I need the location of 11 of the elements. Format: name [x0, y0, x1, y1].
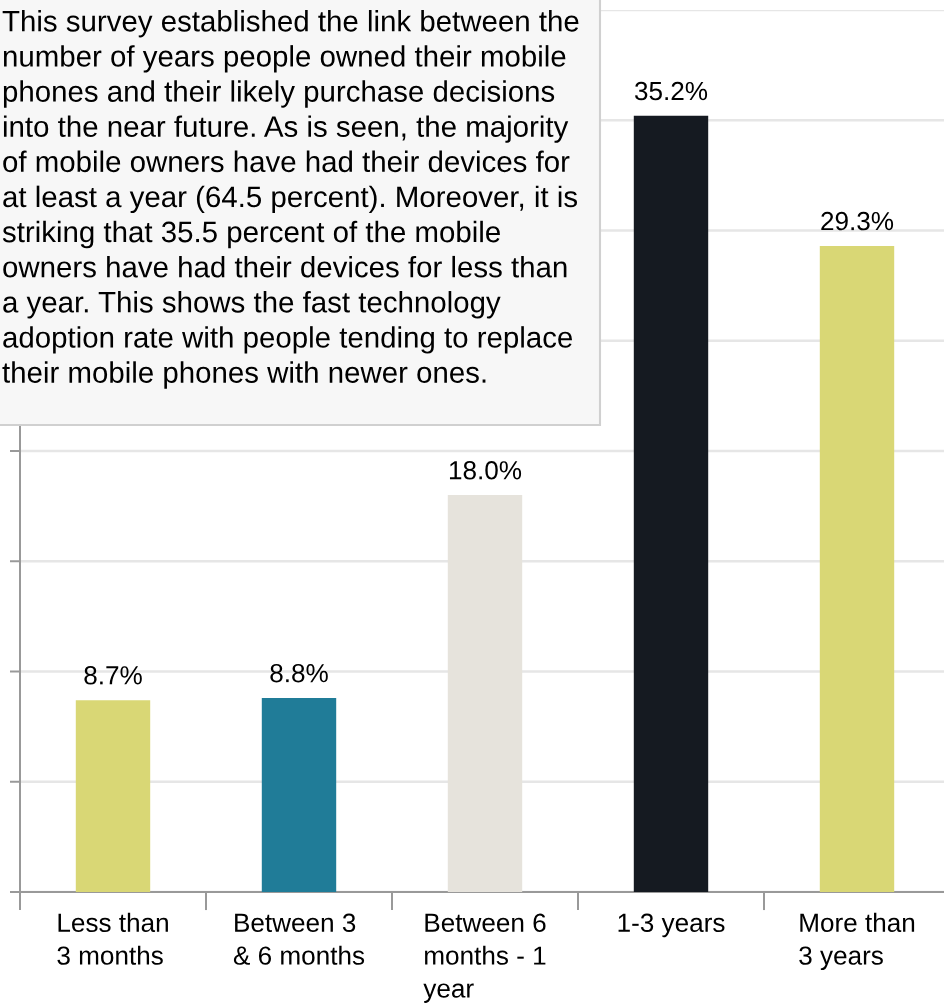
data-label: 18.0% [449, 461, 522, 480]
x-tick-label: Between 6 months - 1 year [423, 913, 546, 1003]
text: This survey established the link between the number of years people owned their mobile phones and their likely purchase decisions into the near future. As is seen, the majority of mobile owners have had their devices for at least a year (64.5 percent). Moreover, it is striking that 35.5 percent of the mobile owners have had their devices for less than a year. This shows the fast technology adoption rate with people tending to replace their mobile phones with newer ones. [2, 10, 579, 389]
data-label: 29.3% [821, 211, 894, 231]
data-label: 8.7% [84, 666, 142, 685]
x-tick-label: Less than 3 months [57, 912, 168, 965]
x-tick-label: Between 3 & 6 months [233, 913, 365, 965]
x-tick-label: 1-3 years [618, 913, 725, 938]
data-label: 8.8% [270, 663, 328, 683]
x-tick-label: More than 3 years [799, 912, 915, 971]
data-label: 35.2% [634, 81, 708, 101]
